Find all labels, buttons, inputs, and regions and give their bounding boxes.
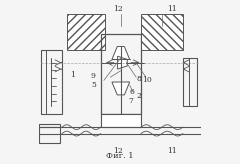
Bar <box>101 34 141 114</box>
Text: 6: 6 <box>130 88 135 96</box>
Bar <box>141 14 183 50</box>
Bar <box>41 50 62 114</box>
Bar <box>67 14 106 50</box>
Text: 11: 11 <box>167 5 176 13</box>
Polygon shape <box>112 82 130 95</box>
Text: 11: 11 <box>167 147 176 155</box>
Text: 5: 5 <box>92 81 97 89</box>
Polygon shape <box>112 47 130 59</box>
Text: 2: 2 <box>136 92 141 100</box>
Text: Фиг. 1: Фиг. 1 <box>106 152 134 160</box>
Text: 7: 7 <box>128 97 133 104</box>
Polygon shape <box>118 56 127 69</box>
Bar <box>183 58 197 106</box>
Bar <box>101 114 141 127</box>
Text: 10: 10 <box>142 76 151 84</box>
Text: 8: 8 <box>137 75 142 83</box>
Text: 12: 12 <box>113 147 122 155</box>
Text: 9: 9 <box>90 72 95 80</box>
Text: 12: 12 <box>113 5 122 13</box>
Text: 1: 1 <box>70 71 75 79</box>
Bar <box>39 124 60 143</box>
